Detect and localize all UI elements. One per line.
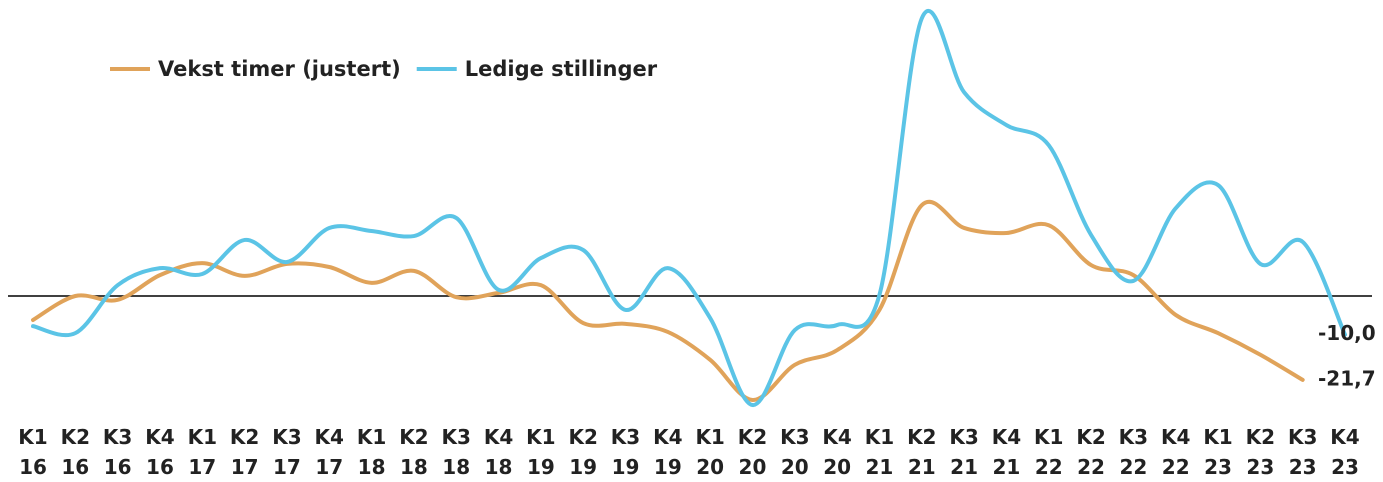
x-tick-label: K2 21 bbox=[907, 425, 936, 479]
x-tick-label: K1 18 bbox=[357, 425, 386, 479]
x-tick-label: K2 18 bbox=[399, 425, 428, 479]
x-tick-label: K3 17 bbox=[272, 425, 301, 479]
legend-label: Ledige stillinger bbox=[465, 57, 658, 81]
value-label: -21,7 bbox=[1318, 366, 1376, 390]
x-tick-label: K1 22 bbox=[1034, 425, 1063, 479]
x-tick-label: K3 21 bbox=[949, 425, 978, 479]
x-tick-label: K4 21 bbox=[992, 425, 1021, 479]
x-tick-label: K2 16 bbox=[61, 425, 90, 479]
x-tick-label: K3 18 bbox=[442, 425, 471, 479]
x-tick-label: K3 23 bbox=[1288, 425, 1317, 479]
x-tick-label: K1 21 bbox=[865, 425, 894, 479]
line-series bbox=[31, 8, 1347, 408]
x-tick-label: K1 20 bbox=[695, 425, 724, 479]
x-tick-label: K4 23 bbox=[1330, 425, 1359, 479]
x-tick-label: K2 22 bbox=[1076, 425, 1105, 479]
x-tick-label: K4 20 bbox=[822, 425, 851, 479]
x-tick-label: K1 16 bbox=[18, 425, 47, 479]
x-tick-label: K4 16 bbox=[145, 425, 174, 479]
x-tick-label: K1 23 bbox=[1203, 425, 1232, 479]
x-tick-label: K4 19 bbox=[653, 425, 682, 479]
legend-label: Vekst timer (justert) bbox=[158, 57, 401, 81]
x-tick-label: K2 17 bbox=[230, 425, 259, 479]
x-tick-label: K3 16 bbox=[103, 425, 132, 479]
x-tick-label: K2 20 bbox=[738, 425, 767, 479]
x-tick-label: K4 22 bbox=[1161, 425, 1190, 479]
x-tick-label: K3 20 bbox=[780, 425, 809, 479]
x-tick-label: K2 19 bbox=[568, 425, 597, 479]
x-tick-label: K2 23 bbox=[1246, 425, 1275, 479]
x-tick-label: K1 19 bbox=[526, 425, 555, 479]
line-series bbox=[31, 199, 1305, 403]
x-tick-label: K4 18 bbox=[484, 425, 513, 479]
value-label: -10,0 bbox=[1318, 321, 1376, 345]
x-tick-label: K1 17 bbox=[188, 425, 217, 479]
x-tick-label: K3 22 bbox=[1119, 425, 1148, 479]
x-tick-label: K4 17 bbox=[315, 425, 344, 479]
x-tick-label: K3 19 bbox=[611, 425, 640, 479]
